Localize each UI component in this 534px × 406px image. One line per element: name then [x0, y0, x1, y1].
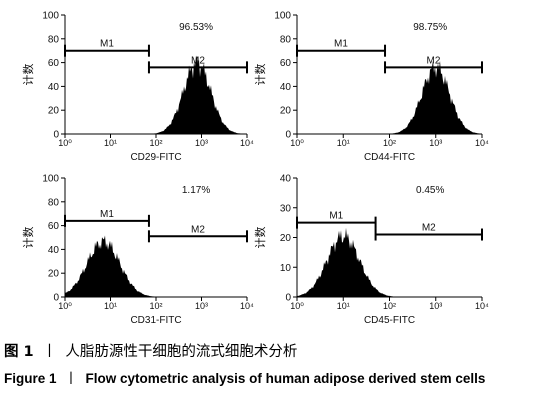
x-tick-label: 10⁰	[58, 301, 72, 311]
percentage-annotation: 96.53%	[179, 22, 213, 33]
y-tick-label: 60	[48, 58, 60, 69]
y-tick-label: 0	[285, 293, 291, 304]
y-tick-label: 0	[53, 130, 59, 141]
y-tick-label: 20	[280, 233, 292, 244]
y-tick-label: 0	[285, 130, 291, 141]
caption-en-label: Figure 1	[4, 371, 57, 386]
gate-label-m2: M2	[191, 224, 205, 235]
histogram-panel-2: 0 20 40 60 80 100 10⁰ 10¹ 10² 10³ 10⁴ CD44-FITC 计数 M1…	[254, 11, 489, 164]
y-tick-label: 100	[274, 11, 291, 22]
gate-label-m2: M2	[427, 55, 441, 66]
x-tick-label: 10³	[429, 138, 442, 148]
gate-label-m1: M1	[329, 211, 343, 222]
figure-caption-english: Figure 1 丨 Flow cytometric analysis of h…	[4, 367, 485, 387]
y-tick-label: 80	[280, 34, 292, 45]
caption-en-text: Flow cytometric analysis of human adipos…	[85, 371, 486, 386]
x-tick-label: 10⁴	[475, 138, 489, 148]
x-tick-label: 10³	[195, 301, 208, 311]
y-axis-label: 计数	[254, 227, 267, 249]
percentage-annotation: 98.75%	[413, 22, 447, 33]
x-tick-label: 10²	[383, 138, 396, 148]
x-tick-label: 10⁰	[290, 301, 304, 311]
caption-cn-text: 人脂肪源性干细胞的流式细胞术分析	[65, 344, 298, 360]
y-tick-label: 20	[280, 106, 292, 117]
x-tick-label: 10¹	[104, 138, 117, 148]
x-tick-label: 10²	[149, 138, 162, 148]
gate-label-m2: M2	[191, 55, 205, 66]
y-tick-label: 30	[280, 203, 292, 214]
histogram-panel-1: 0 20 40 60 80 100 10⁰ 10¹ 10² 10³ 10⁴ CD29-FITC 计数 M1…	[22, 11, 254, 164]
histogram-bars	[65, 235, 247, 297]
x-axis-label: CD29-FITC	[130, 152, 181, 163]
x-tick-label: 10²	[383, 301, 396, 311]
caption-cn-separator: 丨	[42, 344, 57, 360]
caption-cn-label: 图 1	[4, 344, 34, 360]
y-tick-label: 40	[48, 245, 60, 256]
x-axis-label: CD45-FITC	[364, 315, 415, 326]
histogram-panel-3: 0 20 40 60 80 100 10⁰ 10¹ 10² 10³ 10⁴ CD31-FITC 计数 M1…	[22, 174, 254, 327]
y-axis-label: 计数	[22, 227, 35, 249]
flow-cytometry-figure: 0 20 40 60 80 100 10⁰ 10¹ 10² 10³ 10⁴ CD29-FITC 计数 M1…	[22, 11, 489, 327]
x-tick-label: 10³	[195, 138, 208, 148]
x-tick-label: 10¹	[104, 301, 117, 311]
percentage-annotation: 0.45%	[416, 185, 444, 196]
x-tick-label: 10¹	[337, 301, 350, 311]
x-tick-label: 10⁴	[475, 301, 489, 311]
x-tick-label: 10⁰	[58, 138, 72, 148]
y-tick-label: 60	[280, 58, 292, 69]
x-tick-label: 10⁰	[290, 138, 304, 148]
percentage-annotation: 1.17%	[182, 185, 210, 196]
y-tick-label: 40	[48, 82, 60, 93]
figure-caption-chinese: 图 1 丨 人脂肪源性干细胞的流式细胞术分析	[4, 340, 297, 361]
y-tick-label: 40	[280, 82, 292, 93]
y-tick-label: 0	[53, 293, 59, 304]
x-tick-label: 10³	[429, 301, 442, 311]
caption-en-separator: 丨	[64, 371, 78, 386]
x-tick-label: 10¹	[337, 138, 350, 148]
gate-label-m2: M2	[422, 223, 436, 234]
histogram-panel-4: 0 10 20 30 40 10⁰ 10¹ 10² 10³ 10⁴ CD45-FITC 计数 M1 M2 0…	[254, 174, 489, 327]
x-tick-label: 10⁴	[240, 301, 254, 311]
histogram-bars	[297, 60, 482, 134]
histogram-bars	[65, 55, 247, 134]
y-tick-label: 100	[42, 174, 59, 185]
y-tick-label: 20	[48, 269, 60, 280]
y-axis-label: 计数	[22, 64, 35, 86]
y-tick-label: 100	[42, 11, 59, 22]
histogram-bars	[297, 227, 482, 297]
gate-label-m1: M1	[100, 209, 114, 220]
x-axis-label: CD31-FITC	[130, 315, 181, 326]
x-tick-label: 10⁴	[240, 138, 254, 148]
y-tick-label: 60	[48, 221, 60, 232]
x-axis-label: CD44-FITC	[364, 152, 415, 163]
gate-label-m1: M1	[334, 39, 348, 50]
y-tick-label: 40	[280, 174, 292, 185]
gate-label-m1: M1	[100, 39, 114, 50]
y-axis-label: 计数	[254, 64, 267, 86]
x-tick-label: 10²	[149, 301, 162, 311]
y-tick-label: 80	[48, 34, 60, 45]
y-tick-label: 80	[48, 197, 60, 208]
y-tick-label: 20	[48, 106, 60, 117]
y-tick-label: 10	[280, 263, 292, 274]
